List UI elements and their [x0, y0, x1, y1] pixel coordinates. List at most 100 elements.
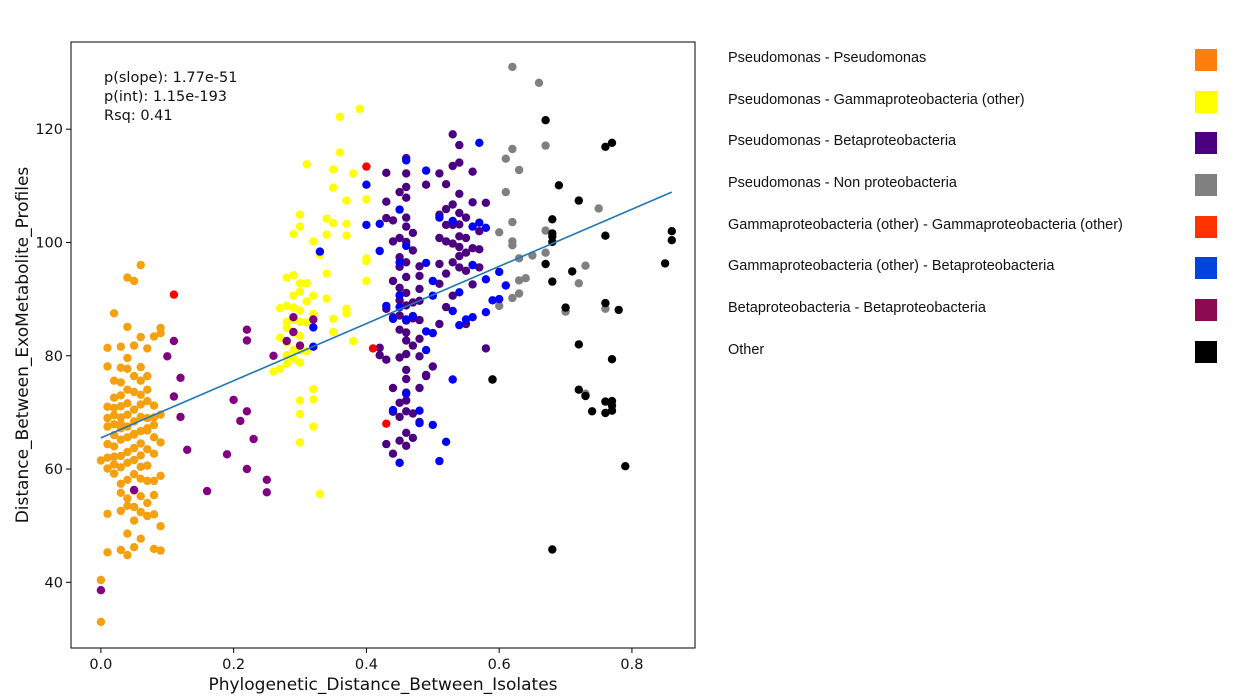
data-point [103, 362, 112, 371]
data-point [428, 276, 437, 286]
data-point [448, 200, 457, 209]
data-point [408, 311, 418, 321]
y-tick-label: 40 [45, 575, 63, 591]
data-point [402, 407, 411, 416]
y-axis-ticks: 40 60 80 100 120 [35, 122, 71, 591]
data-point [395, 311, 404, 320]
data-point [514, 289, 524, 298]
data-point [295, 210, 305, 219]
data-point [402, 156, 411, 165]
legend-swatch [1195, 257, 1217, 280]
data-point [601, 408, 610, 418]
data-point [295, 317, 305, 326]
data-point [103, 422, 112, 431]
data-point [156, 546, 165, 555]
data-point [402, 241, 411, 251]
legend-label: Betaproteobacteria - Betaproteobacteria [728, 300, 986, 317]
data-point [541, 141, 550, 150]
data-point [262, 488, 271, 497]
data-point [395, 291, 404, 300]
data-point [667, 227, 676, 236]
data-point [342, 231, 351, 240]
data-point [143, 511, 152, 521]
data-point [136, 534, 145, 543]
data-point [455, 242, 464, 252]
data-point [149, 433, 159, 442]
data-point [421, 371, 431, 381]
data-point [129, 502, 139, 512]
data-point [295, 341, 305, 350]
data-point [561, 303, 570, 312]
data-point [149, 332, 159, 341]
data-point [289, 271, 298, 280]
data-point [402, 169, 411, 178]
data-point [415, 315, 424, 325]
data-point [362, 220, 371, 230]
data-point [275, 333, 285, 342]
data-point [329, 314, 338, 324]
data-point [123, 529, 132, 538]
data-point [475, 218, 484, 227]
data-point [468, 167, 477, 176]
data-point [123, 494, 132, 503]
data-point [295, 279, 305, 288]
data-point [242, 336, 252, 345]
data-point [136, 439, 145, 448]
data-point [103, 413, 112, 423]
data-point [322, 214, 331, 223]
data-point [508, 293, 517, 303]
annotation-p-slope: p(slope): 1.77e-51 [104, 70, 237, 86]
data-point [242, 464, 252, 474]
data-point [309, 237, 318, 246]
data-point [660, 259, 670, 268]
data-point [581, 391, 590, 401]
data-point [315, 489, 325, 499]
data-point [129, 455, 139, 465]
data-point [289, 345, 298, 355]
data-point [395, 187, 404, 197]
data-point [481, 275, 491, 284]
data-point [129, 516, 139, 525]
data-point [388, 449, 398, 458]
data-point [402, 182, 411, 192]
data-point [329, 327, 338, 337]
data-point [123, 364, 132, 373]
data-point [116, 363, 126, 372]
data-point [468, 222, 477, 231]
data-point [408, 228, 418, 238]
data-point [129, 543, 139, 552]
data-point [415, 419, 424, 428]
data-point [109, 309, 119, 318]
data-point [335, 112, 345, 122]
data-point [455, 220, 464, 229]
data-point [129, 485, 139, 495]
data-point [129, 417, 139, 426]
data-point [468, 260, 477, 270]
data-point [408, 409, 418, 418]
data-point [521, 274, 530, 283]
data-point [309, 385, 318, 394]
data-point [329, 165, 338, 174]
data-point [614, 305, 623, 315]
data-point [123, 475, 132, 484]
data-point [402, 374, 411, 384]
data-point [601, 298, 610, 308]
data-point [149, 476, 159, 486]
data-point [421, 327, 431, 336]
data-point [508, 217, 517, 227]
data-point [495, 301, 504, 311]
data-point [455, 158, 464, 167]
data-point [395, 258, 404, 267]
data-point [415, 284, 424, 294]
data-point [109, 403, 119, 413]
data-point [123, 501, 132, 510]
data-point [388, 216, 398, 225]
data-point [136, 462, 145, 471]
data-point [129, 405, 139, 414]
data-point [448, 306, 457, 316]
data-point [402, 315, 411, 324]
data-point [269, 351, 278, 360]
data-point [169, 290, 179, 299]
data-point [548, 277, 557, 286]
legend-label: Pseudomonas - Non proteobacteria [728, 175, 957, 192]
